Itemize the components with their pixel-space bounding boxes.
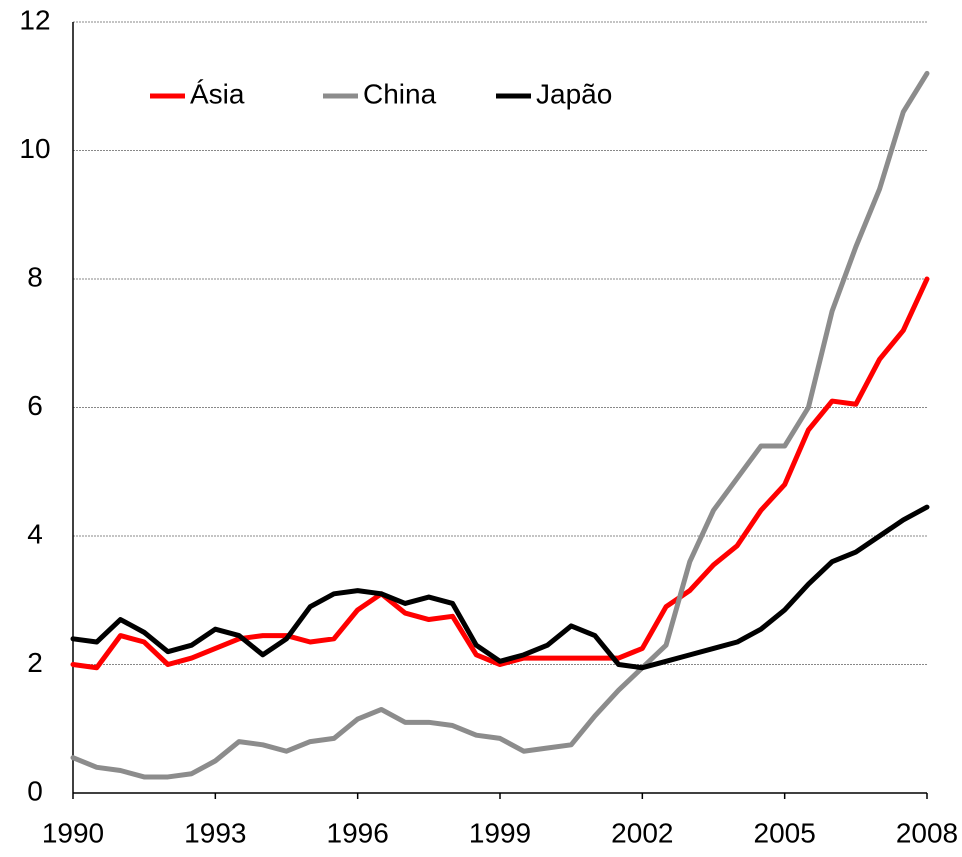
legend-label: Ásia — [190, 78, 245, 109]
x-tick-label: 1999 — [469, 817, 531, 848]
x-tick-label: 2005 — [754, 817, 816, 848]
y-tick-label: 4 — [27, 518, 43, 549]
legend-label: Japão — [536, 78, 612, 109]
x-tick-label: 2002 — [611, 817, 673, 848]
series-line — [70, 504, 930, 671]
y-tick-label: 8 — [27, 261, 43, 292]
series-line — [70, 70, 930, 780]
y-tick-label: 0 — [27, 775, 43, 806]
x-tick-label: 1996 — [327, 817, 389, 848]
legend-label: China — [363, 78, 437, 109]
x-tick-label: 2008 — [896, 817, 958, 848]
series-line — [70, 276, 930, 671]
y-tick-label: 2 — [27, 647, 43, 678]
x-tick-label: 1990 — [42, 817, 104, 848]
y-tick-label: 12 — [19, 4, 50, 35]
y-tick-label: 6 — [27, 390, 43, 421]
y-tick-label: 10 — [19, 133, 50, 164]
x-tick-label: 1993 — [184, 817, 246, 848]
